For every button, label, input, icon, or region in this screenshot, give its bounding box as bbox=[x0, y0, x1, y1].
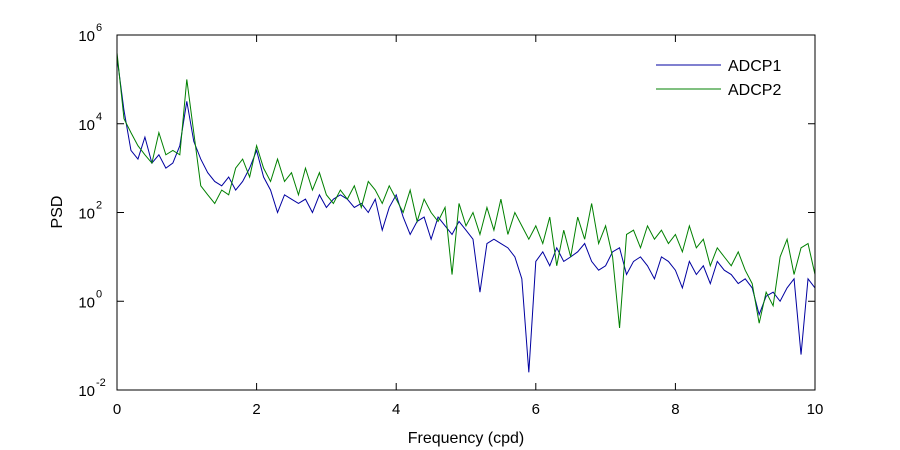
x-tick-label: 8 bbox=[671, 401, 679, 418]
legend-box bbox=[651, 48, 811, 108]
legend-label: ADCP1 bbox=[728, 58, 781, 75]
y-tick-label: 10 bbox=[78, 383, 95, 400]
x-tick-label: 6 bbox=[532, 401, 540, 418]
x-tick-label: 2 bbox=[252, 401, 260, 418]
legend-label: ADCP2 bbox=[728, 82, 781, 99]
y-tick-exponent: 0 bbox=[96, 288, 102, 300]
y-tick-base: 10 bbox=[78, 206, 95, 223]
y-tick-exponent: 6 bbox=[96, 22, 102, 34]
y-tick-base: 10 bbox=[78, 28, 95, 45]
x-tick-label: 0 bbox=[113, 401, 121, 418]
series-line bbox=[117, 56, 815, 373]
y-tick-label: 10 bbox=[78, 28, 95, 45]
y-tick-base: 10 bbox=[78, 117, 95, 134]
x-tick-label: 4 bbox=[392, 401, 400, 418]
x-tick-label: 10 bbox=[807, 401, 824, 418]
y-tick-label: 10 bbox=[78, 117, 95, 134]
y-tick-exponent: -2 bbox=[96, 377, 106, 389]
y-tick-base: 10 bbox=[78, 294, 95, 311]
y-tick-label: 10 bbox=[78, 206, 95, 223]
y-axis-label: PSD bbox=[49, 196, 66, 229]
y-tick-exponent: 2 bbox=[96, 200, 102, 212]
series-line bbox=[117, 52, 815, 329]
x-axis-label: Frequency (cpd) bbox=[408, 430, 525, 447]
y-tick-base: 10 bbox=[78, 383, 95, 400]
y-tick-exponent: 4 bbox=[96, 111, 102, 123]
y-tick-label: 10 bbox=[78, 294, 95, 311]
